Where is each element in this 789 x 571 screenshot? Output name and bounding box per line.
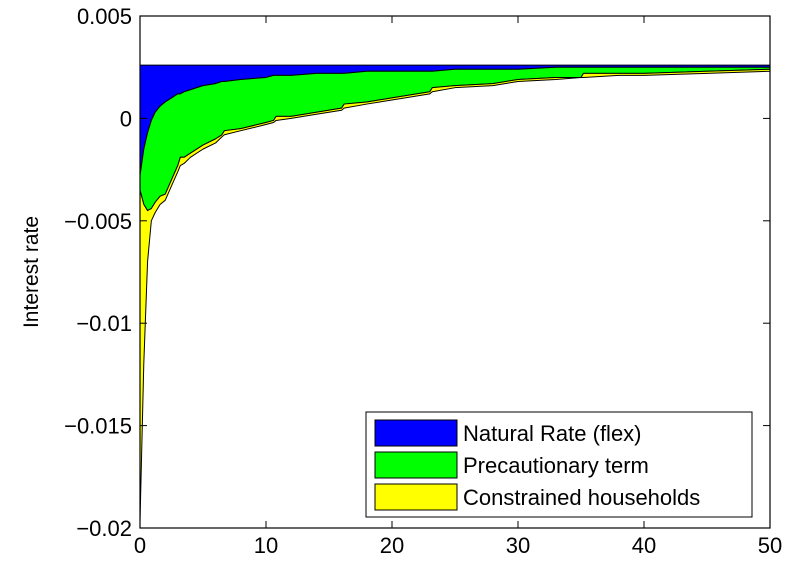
legend-swatch — [374, 451, 458, 479]
y-tick-label: 0.005 — [77, 4, 132, 29]
legend-label: Constrained households — [463, 485, 700, 510]
legend-label: Natural Rate (flex) — [463, 421, 642, 446]
legend-label: Precautionary term — [463, 453, 649, 478]
y-tick-label: −0.015 — [64, 414, 132, 439]
area-precautionary-term — [139, 66, 771, 212]
y-tick-label: −0.005 — [64, 209, 132, 234]
y-tick-label: 0 — [120, 106, 132, 131]
legend-swatch — [374, 419, 458, 447]
y-tick-label: −0.02 — [76, 516, 132, 541]
x-tick-label: 0 — [134, 533, 146, 558]
x-tick-label: 10 — [254, 533, 278, 558]
legend-swatch — [374, 483, 458, 511]
x-axis: 0 10 20 30 40 50 — [134, 16, 782, 558]
plot-frame — [139, 15, 771, 529]
y-tick-label: −0.01 — [76, 311, 132, 336]
y-axis: 0.005 0 −0.005 −0.01 −0.015 −0.02 — [64, 4, 770, 541]
legend: Natural Rate (flex) Precautionary term Con… — [365, 411, 753, 518]
x-tick-label: 50 — [758, 533, 782, 558]
x-tick-label: 40 — [632, 533, 656, 558]
x-tick-label: 20 — [380, 533, 404, 558]
y-axis-label: Interest rate — [20, 216, 43, 328]
x-tick-label: 30 — [506, 533, 530, 558]
